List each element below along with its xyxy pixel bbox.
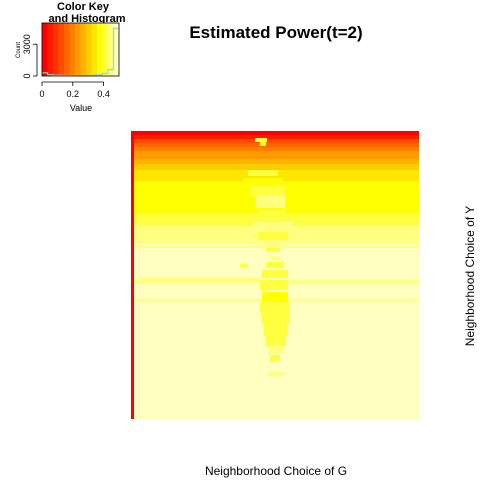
- heatmap-row: [131, 135, 419, 139]
- heatmap-cell: [240, 264, 248, 267]
- heatmap-row: [131, 155, 419, 159]
- heatmap-cell: [260, 142, 266, 146]
- heatmap-cell: [262, 314, 290, 324]
- color-key-y-tick-label: 3000: [22, 34, 32, 54]
- color-key-title-line1: Color Key: [57, 1, 110, 13]
- heatmap-cell: [255, 138, 267, 142]
- heatmap-row: [131, 159, 419, 164]
- color-key-x-tick-label: 0.2: [67, 89, 80, 99]
- color-key-histogram: [42, 27, 119, 77]
- color-key-band: [113, 23, 120, 76]
- color-key-band: [97, 23, 103, 76]
- heatmap-cell: [262, 292, 288, 302]
- heatmap-row: [131, 147, 419, 151]
- color-key-band: [86, 23, 92, 76]
- color-key-band: [64, 23, 70, 76]
- color-key-band: [91, 23, 98, 76]
- heatmap-cell: [266, 248, 280, 252]
- color-key-band: [80, 23, 87, 76]
- heatmap-cell: [262, 270, 288, 278]
- color-key-x-tick-label: 0: [39, 89, 44, 99]
- heatmap-cell: [258, 210, 286, 222]
- heatmap-cell: [255, 196, 285, 208]
- color-key-band: [47, 23, 54, 76]
- heatmap-cell: [268, 372, 284, 376]
- color-key-band: [58, 23, 65, 76]
- heatmap-cell: [270, 355, 280, 361]
- heatmap-row: [131, 164, 419, 170]
- heatmap-cell: [260, 302, 290, 314]
- color-key-y-tick-label: 0: [22, 73, 32, 78]
- heatmap-row: [131, 131, 419, 135]
- heatmap-row: [131, 143, 419, 147]
- color-key-band: [42, 23, 48, 76]
- color-key-bands: [42, 23, 120, 76]
- heatmap-cell: [268, 346, 284, 354]
- heatmap-cell: [266, 336, 286, 346]
- color-key-band: [108, 23, 114, 76]
- color-key: Color Key and Histogram 0 0.2 0.4 0 3000 Va…: [16, 1, 126, 113]
- color-key-y-label: Count: [16, 42, 22, 58]
- heatmap-cell: [262, 290, 266, 294]
- heatmap-cell: [270, 256, 280, 260]
- heatmap-cell: [253, 222, 293, 232]
- heatmap-cell: [243, 178, 283, 186]
- color-key-band: [102, 23, 109, 76]
- heatmap-row: [131, 139, 419, 143]
- heatmap-cell: [262, 242, 282, 248]
- color-key-frame: [41, 22, 120, 77]
- heatmap-row: [300, 299, 419, 301]
- heatmap-cell: [266, 262, 284, 268]
- color-key-title-line2: and Histogram: [48, 13, 125, 25]
- heatmap-column: [131, 131, 134, 419]
- heatmap-row: [131, 151, 419, 155]
- heatmap-cell: [248, 170, 278, 176]
- color-key-x-tick-label: 0.4: [97, 89, 110, 99]
- color-key-x-axis: 0 0.2 0.4: [39, 81, 110, 99]
- color-key-band: [69, 23, 76, 76]
- heatmap-row: [140, 278, 260, 281]
- color-key-x-label: Value: [70, 103, 92, 113]
- chart-title: Estimated Power(t=2): [189, 23, 362, 42]
- heatmap-cells: [131, 131, 419, 419]
- color-key-band: [53, 23, 59, 76]
- color-key-y-axis: 0 3000: [22, 34, 38, 79]
- y-axis-label: Neighborhood Choice of Y: [463, 206, 477, 347]
- heatmap-cell: [250, 186, 285, 196]
- x-axis-label: Neighborhood Choice of G: [205, 464, 347, 478]
- heatmap-cell: [258, 232, 288, 240]
- color-key-band: [75, 23, 81, 76]
- heatmap-cell: [260, 280, 288, 290]
- heatmap-cell: [264, 324, 288, 336]
